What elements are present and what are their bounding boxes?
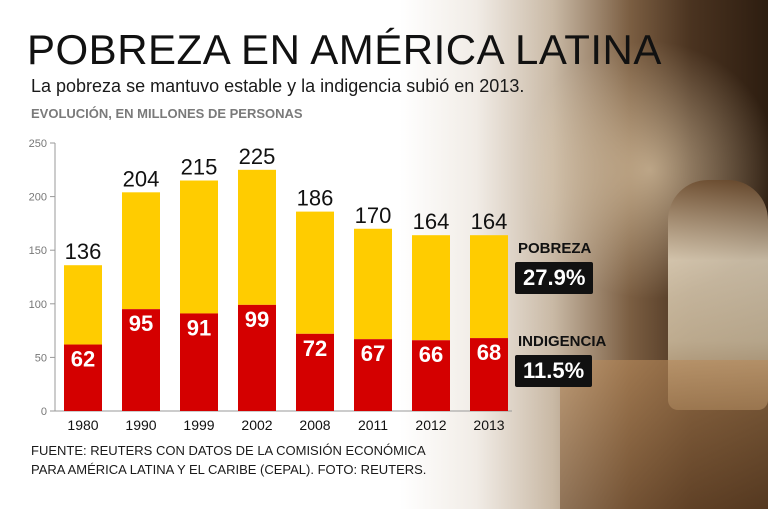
x-tick-label: 1990: [125, 417, 156, 433]
bar-poverty: [412, 235, 450, 341]
bar-indigence-label: 91: [187, 315, 211, 340]
bar-indigence: [180, 313, 218, 411]
unit-label: EVOLUCIÓN, EN MILLONES DE PERSONAS: [31, 106, 303, 121]
legend-indigence-percent: 11.5%: [515, 355, 593, 387]
source-line-2: PARA AMÉRICA LATINA Y EL CARIBE (CEPAL).…: [31, 462, 427, 477]
bar-total-label: 136: [65, 239, 102, 264]
x-tick-label: 2013: [473, 417, 504, 433]
bar-indigence: [412, 340, 450, 411]
bar-total-label: 204: [123, 166, 160, 191]
bar-total-label: 225: [239, 144, 276, 169]
y-tick-label: 250: [29, 138, 47, 150]
bar-indigence-label: 95: [129, 311, 153, 336]
x-tick-label: 2008: [299, 417, 330, 433]
bar-poverty: [470, 235, 508, 339]
x-tick-label: 2002: [241, 417, 272, 433]
bar-indigence-label: 72: [303, 336, 327, 361]
x-tick-label: 1999: [183, 417, 214, 433]
bar-total-label: 164: [471, 209, 508, 234]
bar-indigence: [354, 339, 392, 411]
bar-indigence-label: 62: [71, 347, 95, 372]
bar-poverty: [64, 265, 102, 345]
legend-poverty-label: POBREZA: [518, 240, 592, 257]
bar-total-label: 170: [355, 203, 392, 228]
bar-indigence-label: 68: [477, 340, 501, 365]
y-tick-label: 150: [29, 245, 47, 257]
legend-indigence-label: INDIGENCIA: [518, 333, 607, 350]
bar-indigence: [64, 344, 102, 411]
bar-indigence: [122, 309, 160, 411]
bar-indigence-label: 66: [419, 342, 443, 367]
bar-indigence-label: 67: [361, 341, 385, 366]
bar-poverty: [180, 180, 218, 314]
y-tick-label: 200: [29, 192, 47, 204]
source-note: FUENTE: REUTERS CON DATOS DE LA COMISIÓN…: [31, 441, 501, 479]
bar-indigence: [238, 304, 276, 411]
bar-poverty: [122, 192, 160, 310]
x-tick-label: 2011: [358, 417, 388, 433]
bar-indigence: [296, 333, 334, 411]
bar-total-label: 215: [181, 155, 218, 180]
y-tick-label: 0: [41, 406, 47, 418]
bar-poverty: [354, 228, 392, 340]
x-tick-label: 2012: [415, 417, 446, 433]
y-tick-label: 50: [35, 352, 47, 364]
bar-poverty: [238, 169, 276, 305]
bar-total-label: 186: [297, 186, 334, 211]
chart-subtitle: La pobreza se mantuvo estable y la indig…: [31, 76, 525, 96]
y-tick-label: 100: [29, 299, 47, 311]
bar-poverty: [296, 211, 334, 334]
legend-poverty-percent: 27.9%: [515, 262, 594, 294]
photo-table: [560, 360, 768, 509]
source-line-1: FUENTE: REUTERS CON DATOS DE LA COMISIÓN…: [31, 443, 426, 458]
bar-indigence-label: 99: [245, 307, 269, 332]
x-tick-label: 1980: [67, 417, 98, 433]
chart-title: POBREZA EN AMÉRICA LATINA: [27, 26, 662, 73]
bar-total-label: 164: [413, 209, 450, 234]
bar-indigence: [470, 338, 508, 411]
